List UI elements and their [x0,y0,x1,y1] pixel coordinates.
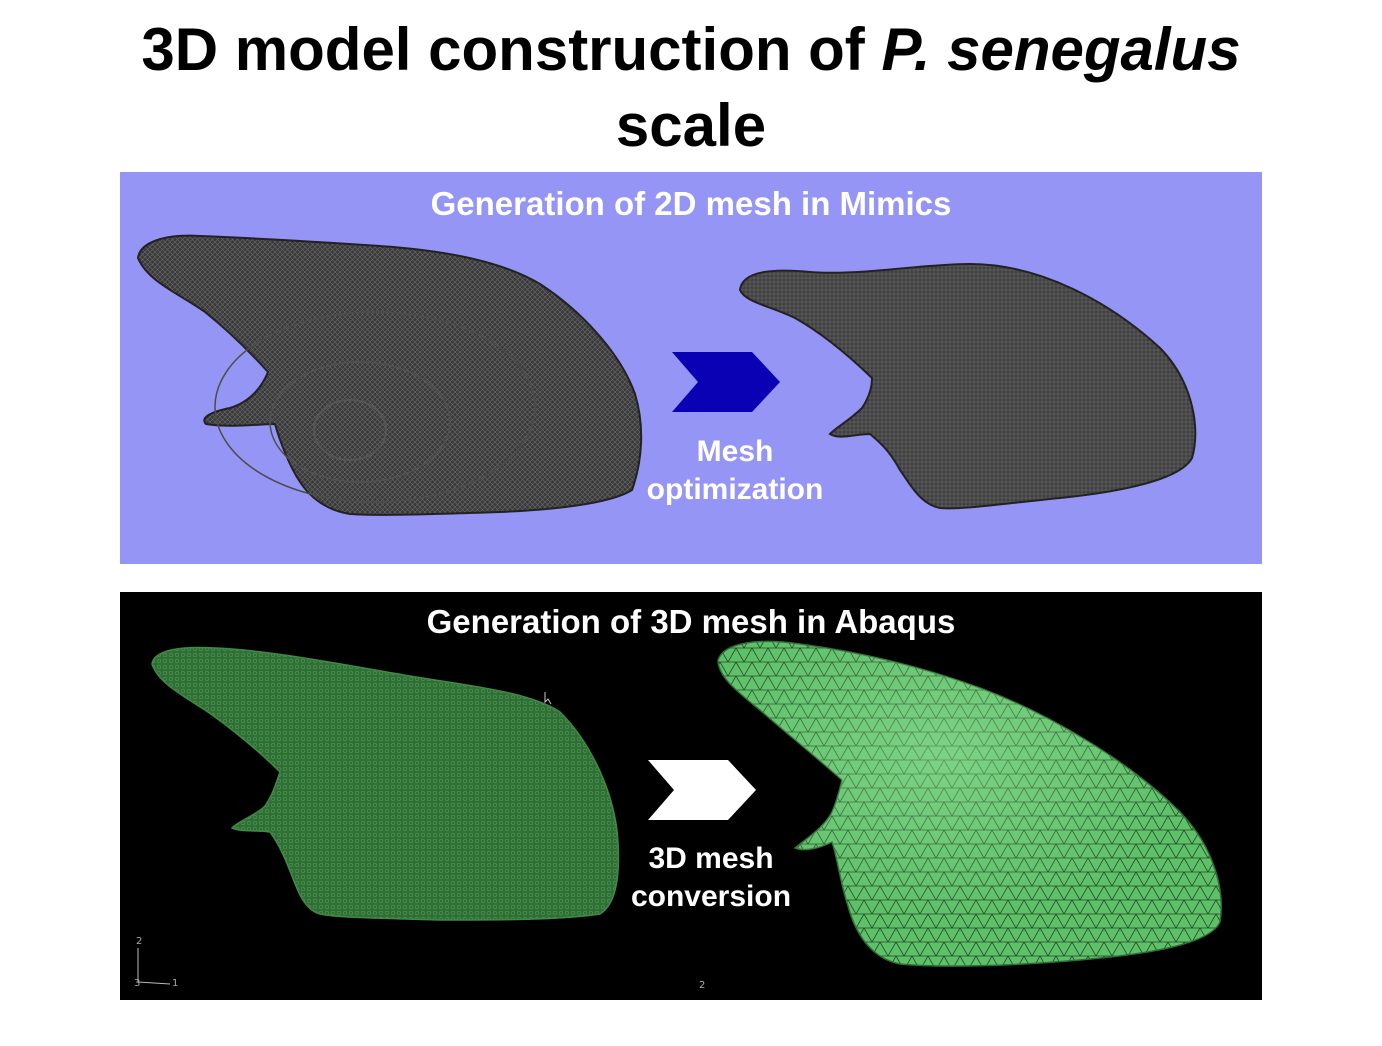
caption-line-1: Mesh [696,435,774,468]
title-line-1: 3D model construction of P. senegalus [0,12,1382,88]
slide-title: 3D model construction of P. senegalus sc… [0,12,1382,164]
3d-mesh-conversion-caption: 3D mesh conversion [606,840,816,916]
axis-label-bottom: 2 [699,980,706,991]
raw-mesh-scale [136,234,643,516]
growth-ring [214,311,536,503]
optimized-mesh-scale [738,262,1197,510]
abaqus-panel-graphics [137,640,1222,985]
title-prefix: 3D model construction of [141,16,882,83]
mesh-optimization-arrow [672,352,780,412]
abaqus-heading: Generation of 3D mesh in Abaqus [426,603,956,640]
caption-line-2: conversion [630,880,792,913]
mimics-panel-graphics [136,234,1197,516]
axis-triad [137,948,171,985]
caption-line-1: 3D mesh [648,842,774,875]
fine-green-mesh-scale [151,646,620,921]
mimics-2d-mesh-panel: Generation of 2D mesh in Mimics Mesh opt… [120,172,1262,564]
cursor-icon [544,692,552,705]
axis-label-y: 2 [136,936,143,947]
caption-line-2: optimization [646,473,824,506]
mesh-highlight [718,641,1222,967]
growth-ring [313,399,387,461]
growth-ring [269,361,451,483]
species-name: P. senegalus [881,16,1241,83]
mimics-heading: Generation of 2D mesh in Mimics [430,185,952,222]
axis-label-x: 1 [172,978,179,989]
axis-label-z: 3 [134,978,141,989]
3d-conversion-arrow [648,760,756,820]
abaqus-3d-mesh-panel: Generation of 3D mesh in Abaqus 3D mesh … [120,592,1262,1000]
mesh-optimization-caption: Mesh optimization [625,433,845,509]
title-line-2: scale [615,92,767,159]
